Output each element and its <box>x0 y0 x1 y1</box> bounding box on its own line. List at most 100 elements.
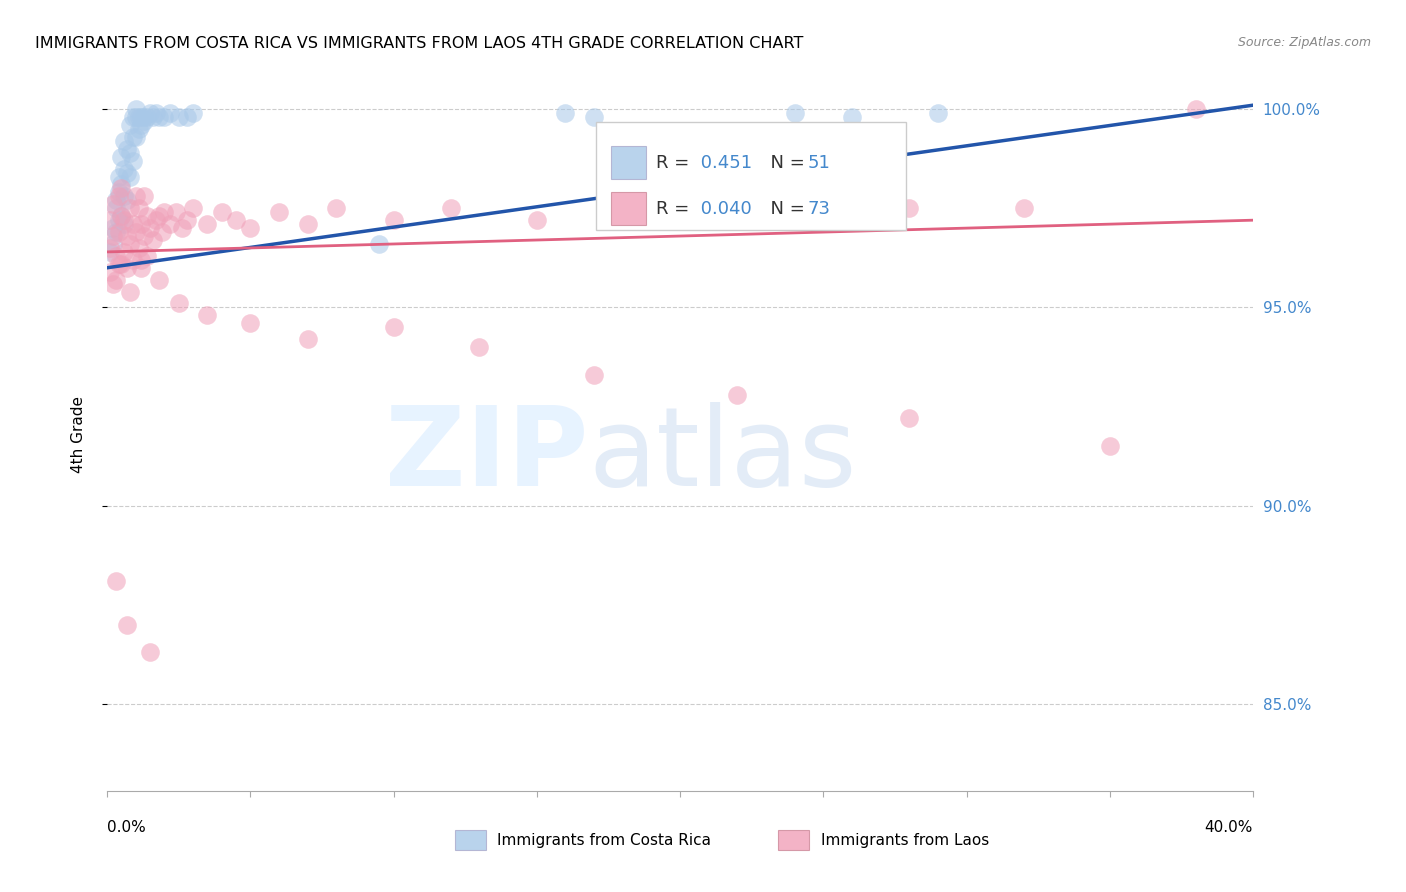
Point <box>107 213 129 227</box>
Text: N =: N = <box>759 200 810 218</box>
Point <box>115 166 138 180</box>
Text: R =: R = <box>657 153 695 171</box>
Point <box>142 110 165 124</box>
Point <box>927 106 949 120</box>
Point <box>176 213 198 227</box>
Point <box>98 265 121 279</box>
Point <box>107 169 129 184</box>
Point <box>131 110 153 124</box>
Text: atlas: atlas <box>588 402 856 509</box>
Point <box>267 205 290 219</box>
Text: Immigrants from Laos: Immigrants from Laos <box>821 833 988 847</box>
Point <box>170 221 193 235</box>
Point <box>368 237 391 252</box>
Point <box>136 110 159 124</box>
Text: 0.040: 0.040 <box>696 200 752 218</box>
Text: 0.0%: 0.0% <box>107 820 146 835</box>
Point <box>107 186 129 200</box>
Point <box>898 411 921 425</box>
Point <box>148 273 170 287</box>
Point <box>382 213 405 227</box>
Point <box>554 106 576 120</box>
Point <box>110 209 132 223</box>
Point <box>382 320 405 334</box>
Point <box>583 368 606 382</box>
Point <box>165 205 187 219</box>
Point <box>134 114 156 128</box>
Point <box>195 309 218 323</box>
Point <box>98 244 121 259</box>
Point <box>115 617 138 632</box>
Text: ZIP: ZIP <box>385 402 588 509</box>
Point <box>98 213 121 227</box>
Point <box>654 178 676 192</box>
Point <box>153 205 176 219</box>
Point <box>325 202 347 216</box>
Point <box>145 213 167 227</box>
Point <box>139 645 162 659</box>
Point <box>153 110 176 124</box>
Point <box>104 194 127 208</box>
Point <box>115 260 138 275</box>
Point <box>783 106 806 120</box>
Point <box>136 209 159 223</box>
Point <box>110 178 132 192</box>
Text: N =: N = <box>759 153 810 171</box>
Point <box>526 213 548 227</box>
Point <box>118 285 141 299</box>
Point <box>121 252 143 267</box>
Text: 73: 73 <box>808 200 831 218</box>
Point <box>898 202 921 216</box>
Point <box>115 194 138 208</box>
Point <box>131 260 153 275</box>
Point <box>131 252 153 267</box>
Point <box>181 106 204 120</box>
Point <box>150 225 173 239</box>
Point <box>440 202 463 216</box>
Point <box>128 241 150 255</box>
Point <box>110 150 132 164</box>
Point <box>134 189 156 203</box>
Point <box>112 161 135 176</box>
Point <box>195 217 218 231</box>
Text: 51: 51 <box>808 153 831 171</box>
Point <box>148 110 170 124</box>
Point <box>159 217 181 231</box>
Point <box>104 273 127 287</box>
Point <box>121 110 143 124</box>
Point <box>139 106 162 120</box>
Text: IMMIGRANTS FROM COSTA RICA VS IMMIGRANTS FROM LAOS 4TH GRADE CORRELATION CHART: IMMIGRANTS FROM COSTA RICA VS IMMIGRANTS… <box>35 36 803 51</box>
Point <box>118 169 141 184</box>
Text: Immigrants from Costa Rica: Immigrants from Costa Rica <box>498 833 711 847</box>
Point <box>118 145 141 160</box>
Point <box>101 229 124 244</box>
Point <box>121 153 143 168</box>
Point <box>110 209 132 223</box>
Point <box>669 213 692 227</box>
Text: 0.451: 0.451 <box>696 153 752 171</box>
Point <box>112 217 135 231</box>
Point <box>104 202 127 216</box>
Text: Source: ZipAtlas.com: Source: ZipAtlas.com <box>1237 36 1371 49</box>
Point <box>167 296 190 310</box>
Point <box>110 257 132 271</box>
Point <box>121 217 143 231</box>
Point <box>239 316 262 330</box>
Point <box>115 142 138 156</box>
Point <box>136 249 159 263</box>
Point <box>125 110 148 124</box>
Point <box>142 233 165 247</box>
Point <box>239 221 262 235</box>
Point <box>128 202 150 216</box>
Point <box>145 106 167 120</box>
Point <box>107 189 129 203</box>
Point <box>125 129 148 144</box>
Point <box>297 217 319 231</box>
Point <box>297 332 319 346</box>
Point <box>181 202 204 216</box>
Point <box>107 225 129 239</box>
Point <box>134 110 156 124</box>
Point <box>110 181 132 195</box>
Point <box>125 225 148 239</box>
Point <box>107 257 129 271</box>
